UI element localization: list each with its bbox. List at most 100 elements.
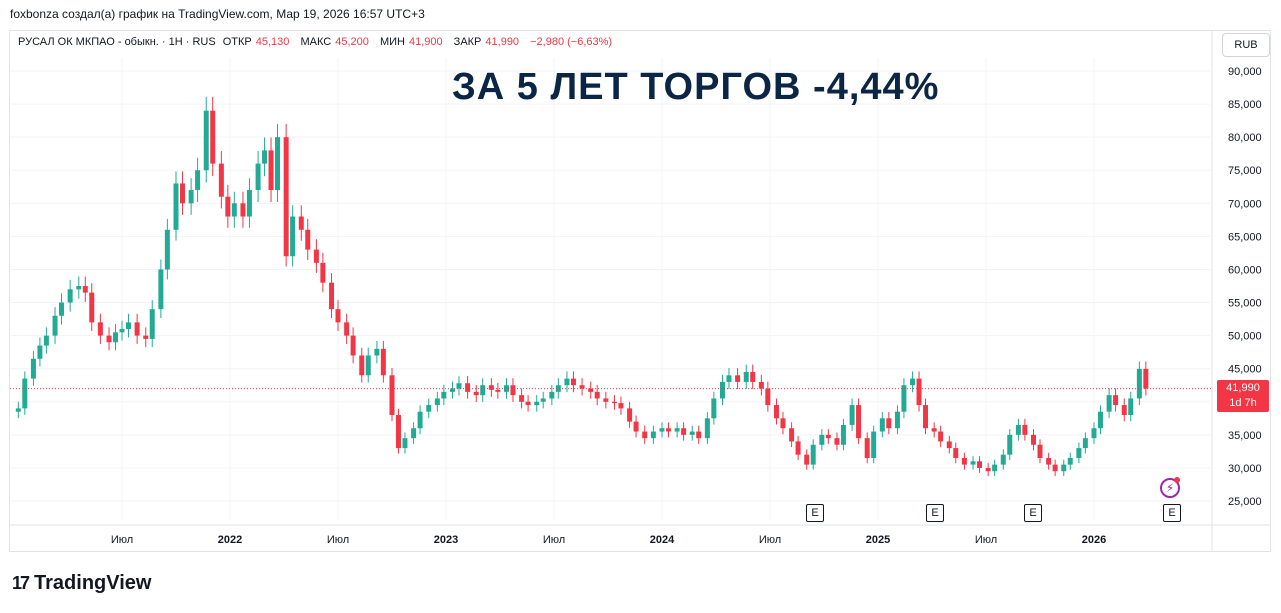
candle-body [380,348,386,376]
chart-legend: РУСАЛ ОК МКПАО - обыкн. · 1Н · RUS ОТКР 4… [18,36,620,48]
candle-body [1097,411,1103,429]
candle-body [488,385,494,390]
legend-low-value: 41,900 [408,36,443,48]
candle-body [689,431,695,435]
x-tick-label: Июл [975,534,997,546]
chart-headline: ЗА 5 ЛЕТ ТОРГОВ -4,44% [452,66,940,108]
candle-body [106,335,112,343]
candle-body [402,438,408,449]
y-tick-label: 80,000 [1228,132,1262,144]
candle-body [856,405,862,439]
x-tick-label: Июл [759,534,781,546]
candle-body [149,309,155,339]
candle-body [113,332,119,343]
candle-body [611,401,617,404]
last-price-badge: 41,990 1d 7h [1217,380,1269,412]
candle-body [449,388,455,392]
candle-body [97,322,103,336]
chart-frame [9,30,1271,552]
candle-body [231,203,237,217]
earnings-event-marker[interactable]: E [1163,504,1181,522]
earnings-event-marker[interactable]: E [926,504,944,522]
candle-body [519,395,525,402]
candle-body [1067,458,1073,465]
candle-body [758,381,764,389]
candle-body [240,203,246,217]
earnings-event-marker[interactable]: E [806,504,824,522]
candle-body [255,163,261,191]
candle-body [195,170,201,191]
legend-high-label: МАКС [300,36,332,48]
candle-body [344,322,350,336]
legend-symbol[interactable]: РУСАЛ ОК МКПАО - обыкн. · 1Н · RUS [18,36,216,48]
candle-body [1000,454,1006,465]
y-tick-label: 45,000 [1228,364,1262,376]
candle-body [503,385,509,392]
candle-body [290,216,296,257]
currency-button[interactable]: RUB [1222,33,1270,57]
candle-body [726,375,732,382]
x-tick-label: 2022 [218,534,242,546]
candle-body [938,431,944,442]
candle-body [125,322,131,329]
candle-body [923,405,929,429]
candle-body [916,378,922,406]
candle-body [417,411,423,429]
candle-body [871,431,877,458]
candle-body [434,398,440,406]
y-tick-label: 30,000 [1228,463,1262,475]
candle-body [665,428,671,432]
candle-body [719,381,725,399]
candle-body [588,388,594,392]
candle-body [30,358,36,379]
candle-body [825,434,831,439]
candle-body [789,428,795,442]
candle-body [465,383,471,392]
candle-body [1076,448,1082,458]
candle-body [1022,424,1028,435]
candle-body [82,286,88,293]
candle-body [218,163,224,197]
candle-body [1015,424,1021,435]
candle-body [268,150,274,191]
flash-icon[interactable]: ⚡ [1160,478,1180,498]
candle-body [89,292,95,323]
candle-body [735,375,741,382]
candle-body [961,458,967,465]
candle-body [143,335,149,339]
candle-body [540,398,546,402]
candle-body [555,385,561,392]
candle-body [992,464,998,472]
candle-body [359,355,365,376]
candle-body [970,461,976,465]
y-tick-label: 25,000 [1228,496,1262,508]
y-tick-label: 65,000 [1228,231,1262,243]
candle-body [134,322,140,336]
tradingview-logo-icon: 17 [12,573,30,593]
tradingview-brand[interactable]: 17 TradingView [12,572,151,595]
candle-body [840,424,846,445]
earnings-event-marker[interactable]: E [1024,504,1042,522]
brand-name: TradingView [34,572,152,594]
candle-body [119,329,125,333]
candle-body [1121,405,1127,415]
x-tick-label: 2025 [866,534,890,546]
candle-body [210,110,216,164]
legend-open-label: ОТКР [222,36,252,48]
candle-body [977,461,983,468]
candle-body [298,216,304,230]
candle-body [696,431,702,439]
candle-body [1046,458,1052,465]
candle-body [158,269,164,310]
legend-open-value: 45,130 [255,36,290,48]
y-tick-label: 90,000 [1228,66,1262,78]
candle-body [225,196,231,217]
candle-body [773,405,779,419]
candle-body [411,428,417,439]
candle-body [389,375,395,415]
candle-body [203,110,209,171]
candle-body [350,335,356,356]
candle-body [711,398,717,419]
y-tick-label: 75,000 [1228,165,1262,177]
